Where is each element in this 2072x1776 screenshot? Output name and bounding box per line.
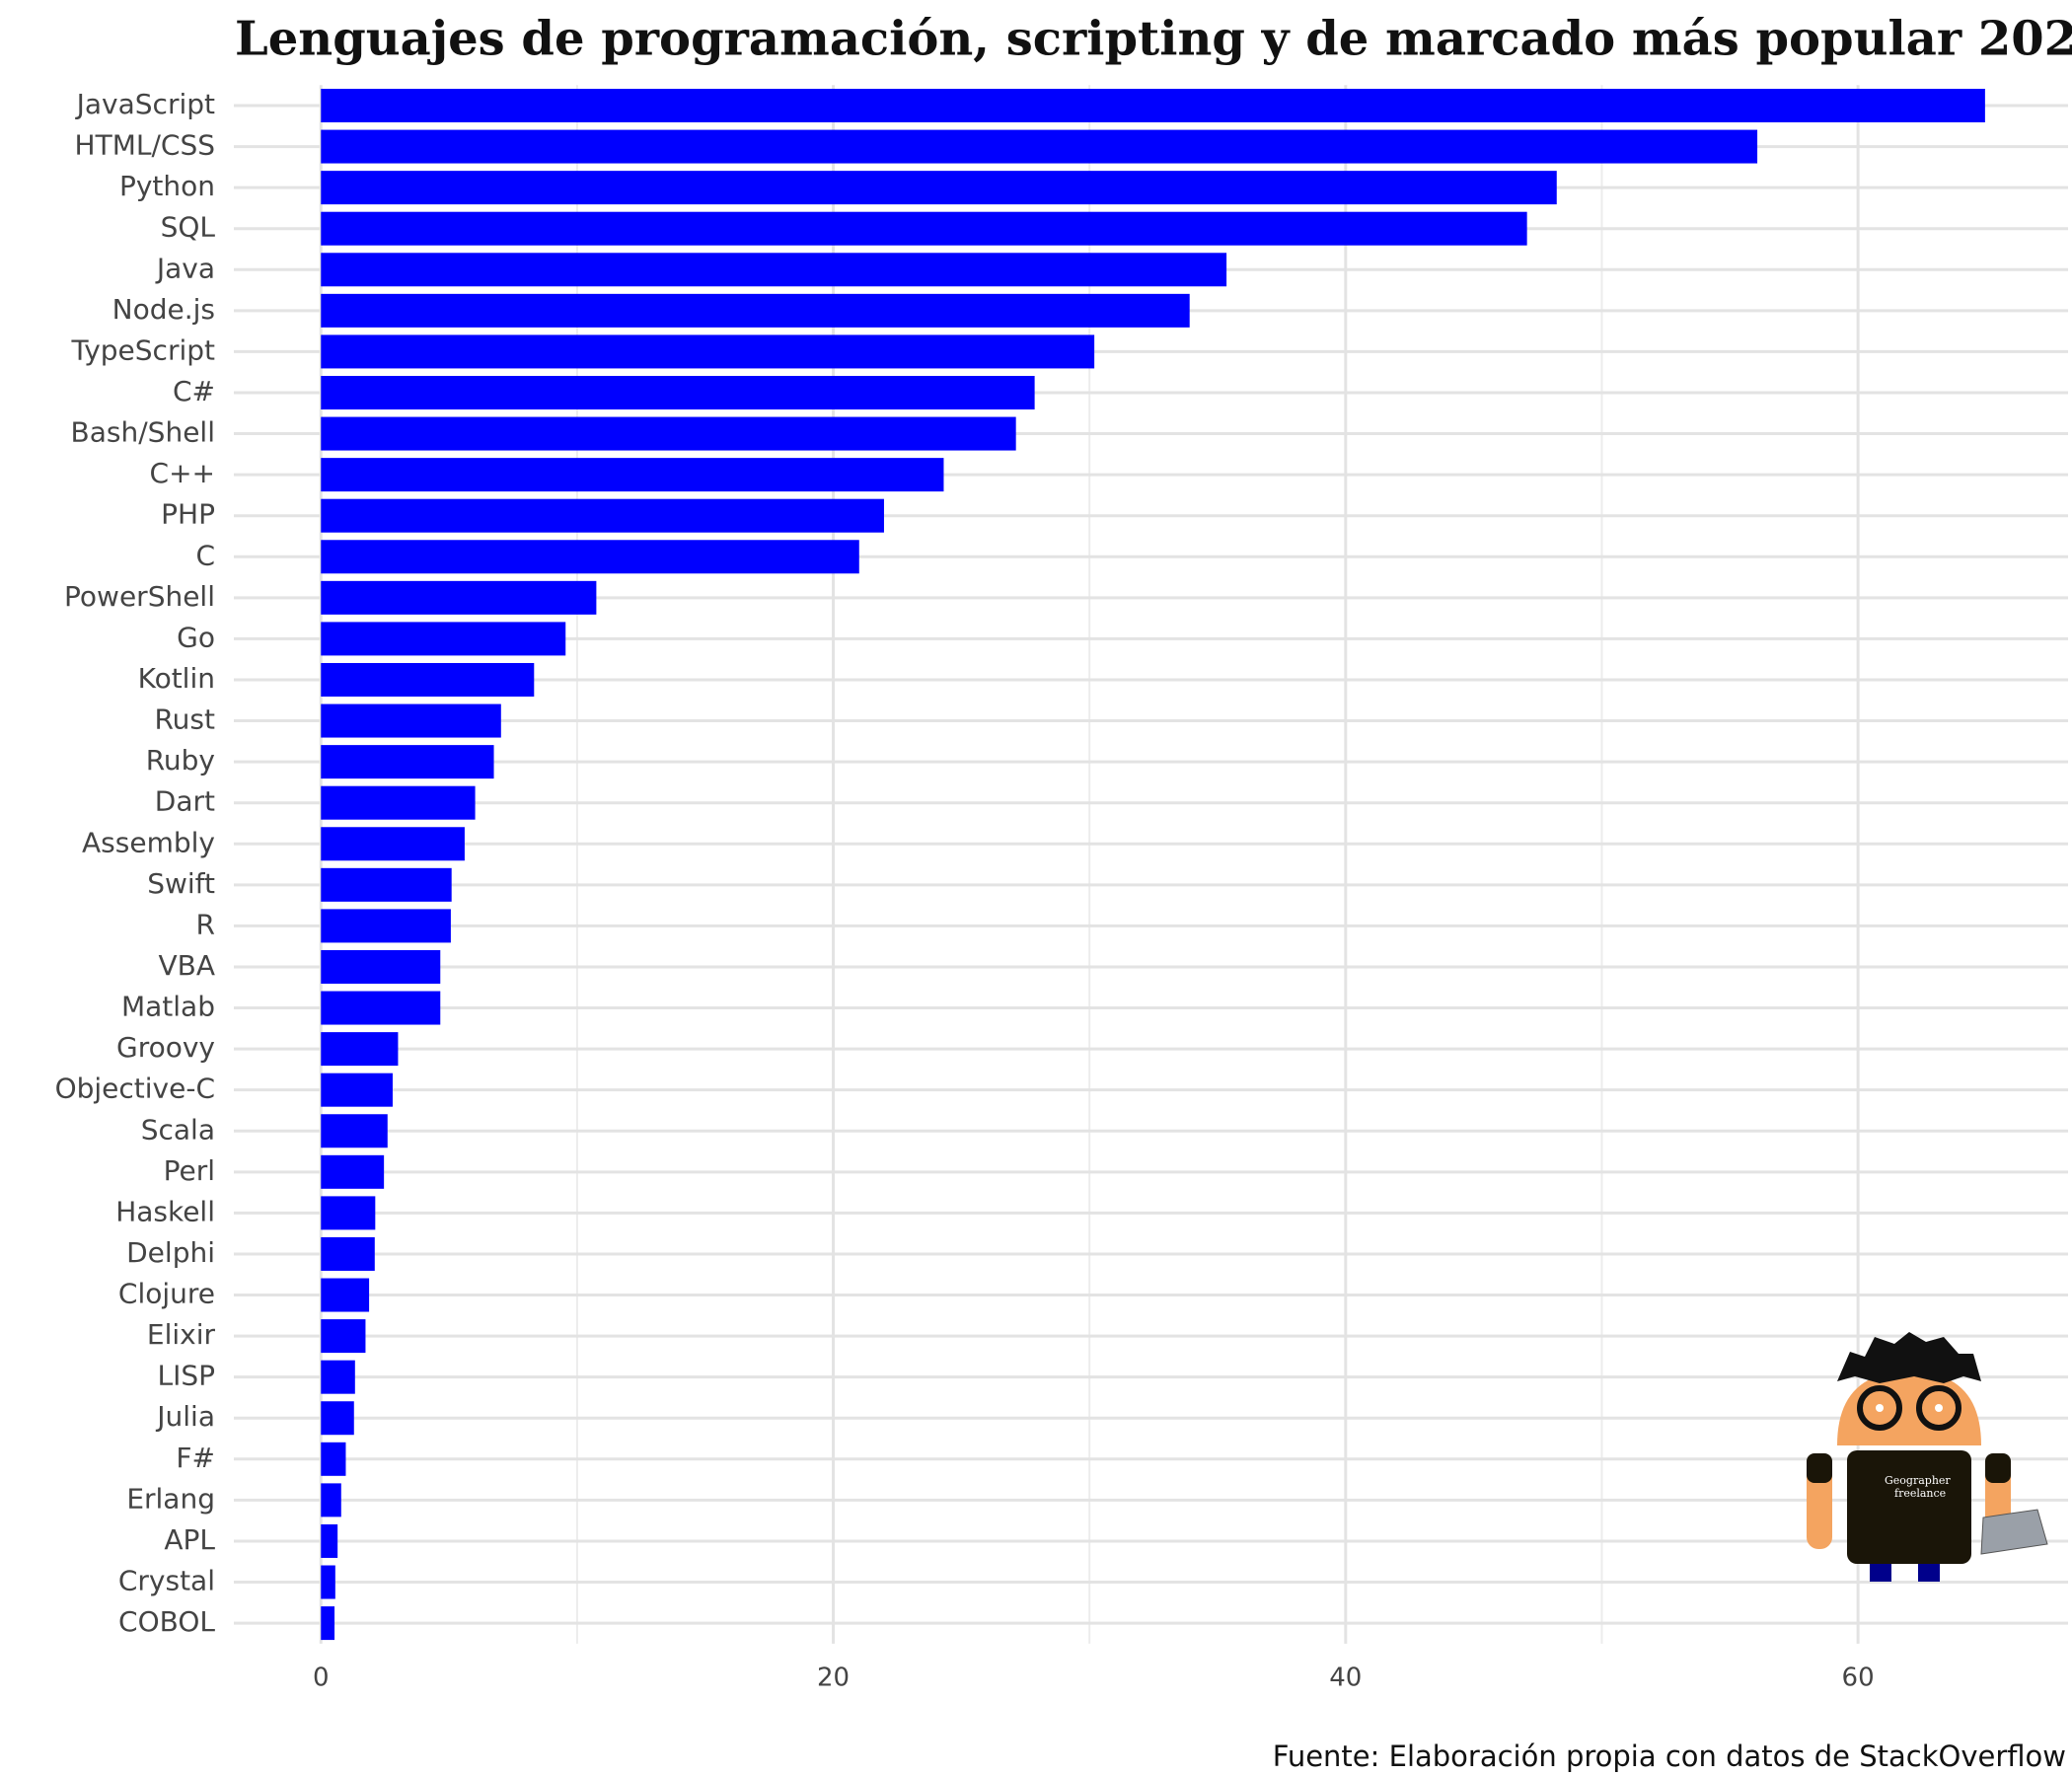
bar bbox=[321, 211, 1527, 246]
caption: Fuente: Elaboración propia con datos de … bbox=[1273, 1739, 2066, 1773]
y-tick-label: Java bbox=[155, 252, 215, 284]
y-tick-label: COBOL bbox=[118, 1605, 215, 1638]
y-tick-label: JavaScript bbox=[75, 88, 215, 120]
y-tick-label: Swift bbox=[147, 867, 215, 900]
bar bbox=[321, 458, 944, 492]
y-tick-label: Perl bbox=[164, 1154, 215, 1187]
logo-text: Geographer bbox=[1885, 1474, 1951, 1487]
bar bbox=[321, 1319, 366, 1354]
bar bbox=[321, 1196, 376, 1230]
y-tick-label: C# bbox=[173, 375, 215, 407]
y-tick-label: PowerShell bbox=[64, 580, 215, 613]
bar bbox=[321, 1606, 335, 1641]
y-tick-label: Erlang bbox=[126, 1482, 215, 1515]
bar bbox=[321, 129, 1758, 164]
y-tick-label: C++ bbox=[150, 457, 215, 489]
y-tick-label: Groovy bbox=[116, 1031, 215, 1064]
bar bbox=[321, 334, 1095, 369]
bar bbox=[321, 662, 535, 697]
x-tick-label: 40 bbox=[1329, 1664, 1362, 1693]
bar bbox=[321, 949, 441, 984]
y-tick-label: Python bbox=[119, 170, 215, 202]
x-tick-label: 60 bbox=[1842, 1664, 1875, 1693]
bar bbox=[321, 498, 884, 533]
bar bbox=[321, 827, 465, 861]
y-tick-label: Matlab bbox=[121, 991, 215, 1023]
y-tick-label: Kotlin bbox=[138, 662, 215, 695]
bar bbox=[321, 703, 501, 738]
y-tick-label: Scala bbox=[141, 1113, 215, 1146]
bar bbox=[321, 293, 1190, 328]
x-tick-label: 20 bbox=[817, 1664, 850, 1693]
y-tick-label: Bash/Shell bbox=[71, 416, 215, 449]
bar bbox=[321, 1360, 355, 1394]
y-tick-label: VBA bbox=[158, 949, 215, 982]
y-tick-label: Assembly bbox=[82, 826, 215, 858]
bar bbox=[321, 253, 1227, 287]
logo-text: freelance bbox=[1894, 1487, 1946, 1500]
chart-title: Lenguajes de programación, scripting y d… bbox=[235, 12, 2072, 67]
bar bbox=[321, 540, 859, 574]
bar bbox=[321, 89, 1985, 122]
bar bbox=[321, 1401, 354, 1436]
bar bbox=[321, 1073, 393, 1107]
y-tick-label: HTML/CSS bbox=[75, 129, 215, 162]
y-tick-label: F# bbox=[176, 1442, 215, 1474]
mascot: Geographer freelance bbox=[1807, 1332, 2048, 1582]
y-tick-label: Elixir bbox=[147, 1318, 216, 1351]
y-tick-label: R bbox=[196, 908, 215, 940]
bar bbox=[321, 580, 597, 615]
bar bbox=[321, 1483, 341, 1517]
y-tick-label: Dart bbox=[155, 785, 215, 818]
y-tick-label: APL bbox=[164, 1523, 215, 1556]
y-tick-label: Ruby bbox=[146, 744, 215, 777]
y-tick-label: Delphi bbox=[126, 1236, 215, 1269]
bar bbox=[321, 991, 441, 1025]
y-tick-label: Julia bbox=[155, 1400, 215, 1433]
bar bbox=[321, 1565, 335, 1599]
y-tick-label: C bbox=[195, 539, 215, 571]
y-tick-label: LISP bbox=[157, 1360, 215, 1392]
bar bbox=[321, 1236, 375, 1271]
bar bbox=[321, 745, 494, 779]
bar bbox=[321, 171, 1557, 205]
bar bbox=[321, 909, 451, 943]
bar bbox=[321, 416, 1016, 451]
bar bbox=[321, 867, 452, 902]
bar bbox=[321, 785, 476, 820]
y-tick-label: PHP bbox=[161, 498, 215, 531]
y-tick-label: Clojure bbox=[118, 1278, 215, 1310]
bar bbox=[321, 1154, 385, 1189]
bar bbox=[321, 375, 1035, 409]
bar bbox=[321, 1032, 399, 1067]
y-tick-label: Rust bbox=[154, 703, 215, 736]
y-tick-label: Crystal bbox=[118, 1565, 215, 1597]
y-tick-label: SQL bbox=[161, 211, 216, 244]
y-tick-label: Haskell bbox=[115, 1195, 215, 1227]
bar bbox=[321, 1523, 338, 1558]
y-tick-label: Objective-C bbox=[55, 1073, 215, 1105]
bar bbox=[321, 622, 566, 656]
bar bbox=[321, 1114, 388, 1148]
y-tick-label: Node.js bbox=[112, 293, 215, 326]
bar bbox=[321, 1278, 370, 1312]
x-tick-label: 0 bbox=[313, 1664, 330, 1693]
y-tick-label: Go bbox=[177, 621, 215, 653]
y-tick-label: TypeScript bbox=[70, 333, 215, 366]
bar bbox=[321, 1442, 346, 1476]
